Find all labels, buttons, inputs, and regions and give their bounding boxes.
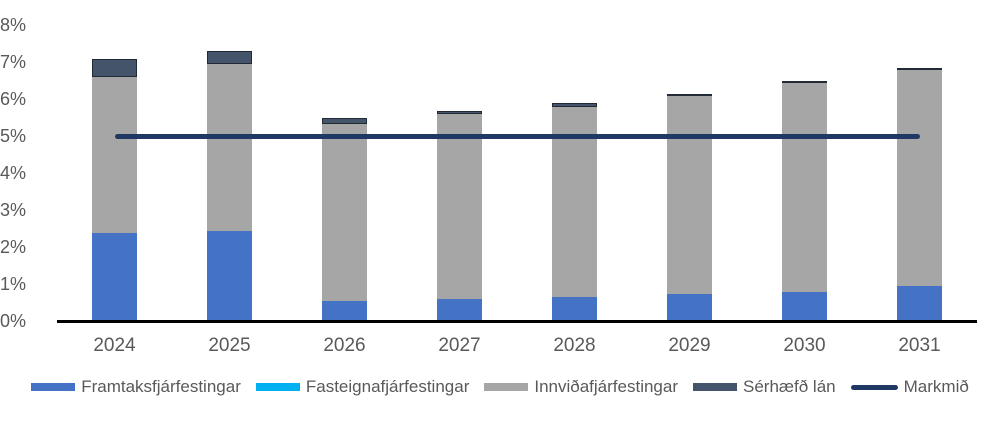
- bar-segment: [782, 291, 827, 322]
- bar-segment: [322, 118, 367, 124]
- chart-legend: Framtaksfjárfestingar Fasteignafjárfestin…: [0, 377, 1000, 397]
- y-axis-tick-label: 5%: [0, 125, 27, 146]
- legend-label: Innviðafjárfestingar: [534, 377, 678, 396]
- x-axis-line: [57, 319, 977, 323]
- legend-item: Framtaksfjárfestingar: [31, 377, 241, 397]
- y-axis-tick-label: 0%: [0, 310, 27, 331]
- bar-segment: [92, 77, 137, 233]
- legend-swatch-line: [850, 384, 898, 390]
- legend-item: Innviðafjárfestingar: [484, 377, 678, 397]
- y-axis-tick-label: 8%: [0, 14, 27, 35]
- x-axis-tick-label: 2026: [323, 335, 366, 356]
- legend-swatch-bar: [255, 383, 300, 391]
- bar-segment: [207, 51, 252, 65]
- x-axis-tick-label: 2027: [438, 335, 481, 356]
- x-axis-tick-label: 2024: [93, 335, 136, 356]
- y-axis-tick-label: 7%: [0, 51, 27, 72]
- x-axis-tick-label: 2028: [553, 335, 596, 356]
- bar-segment: [437, 110, 482, 115]
- legend-label: Sérhæfð lán: [743, 377, 836, 396]
- bar-segment: [782, 82, 827, 292]
- x-axis-tick-label: 2030: [783, 335, 826, 356]
- bar-segment: [897, 68, 942, 71]
- bar-segment: [667, 95, 712, 294]
- y-axis-tick-label: 6%: [0, 88, 27, 109]
- legend-swatch-bar: [484, 383, 529, 391]
- bar-segment: [92, 58, 137, 78]
- y-axis-tick-label: 3%: [0, 199, 27, 220]
- y-axis-tick-label: 1%: [0, 273, 27, 294]
- bar-segment: [552, 103, 597, 107]
- legend-item: Fasteignafjárfestingar: [255, 377, 470, 397]
- bar-segment: [667, 293, 712, 322]
- bar-segment: [92, 232, 137, 322]
- bar-segment: [207, 230, 252, 322]
- bar-segment: [552, 297, 597, 322]
- target-line: [114, 134, 920, 139]
- bar-segment: [782, 81, 827, 83]
- legend-label: Fasteignafjárfestingar: [305, 377, 470, 396]
- bar-segment: [322, 123, 367, 302]
- legend-label: Markmið: [903, 377, 969, 396]
- legend-item: Sérhæfð lán: [693, 377, 836, 397]
- bar-segment: [207, 64, 252, 231]
- x-axis-tick-label: 2025: [208, 335, 251, 356]
- bar-segment: [897, 69, 942, 287]
- legend-swatch-bar: [693, 383, 737, 391]
- bar-segment: [667, 93, 712, 96]
- bar-segment: [437, 299, 482, 322]
- legend-label: Framtaksfjárfestingar: [81, 377, 241, 396]
- x-axis-tick-label: 2029: [668, 335, 711, 356]
- bar-segment: [437, 114, 482, 300]
- y-axis-tick-label: 2%: [0, 236, 27, 257]
- legend-swatch-bar: [31, 383, 76, 391]
- x-axis-tick-label: 2031: [898, 335, 941, 356]
- legend-item: Markmið: [850, 377, 969, 397]
- y-axis-tick-label: 4%: [0, 162, 27, 183]
- bar-segment: [897, 286, 942, 322]
- bar-segment: [322, 301, 367, 322]
